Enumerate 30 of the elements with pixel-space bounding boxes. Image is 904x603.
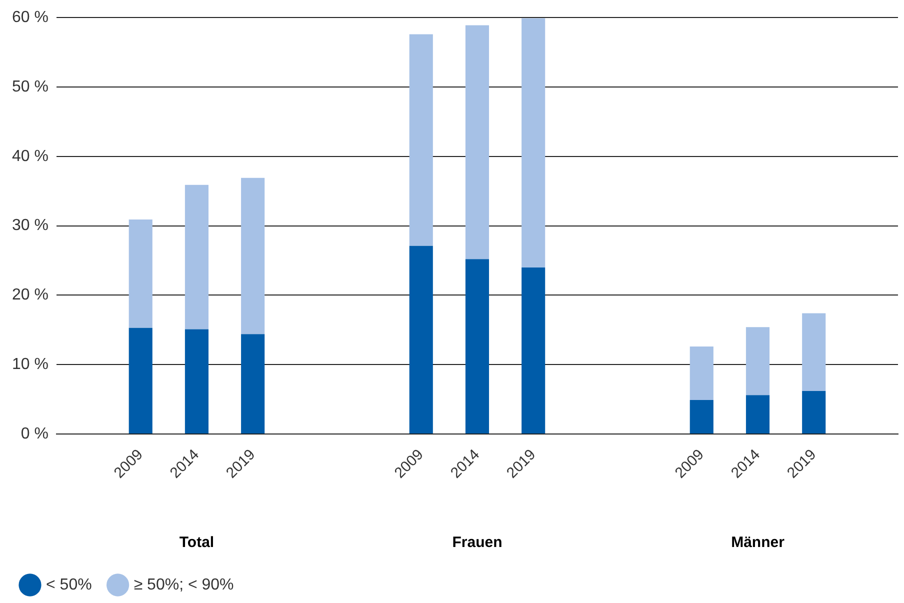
- y-tick-label: 50 %: [12, 78, 48, 96]
- bar: [522, 18, 546, 268]
- y-tick-label: 60 %: [12, 9, 48, 26]
- y-tick-label: 0 %: [20, 425, 48, 442]
- legend-label: < 50%: [46, 576, 92, 594]
- bar: [465, 259, 490, 434]
- bar: [746, 327, 770, 396]
- bar: [690, 400, 714, 434]
- bar: [522, 267, 546, 434]
- text: Männer: [731, 534, 785, 552]
- bar: [184, 184, 209, 330]
- bar: [746, 395, 770, 434]
- legend-label: ≥ 50%; < 90%: [134, 576, 234, 594]
- y-tick-label: 20 %: [12, 286, 48, 304]
- text: Frauen: [452, 534, 502, 552]
- bar: [465, 25, 490, 260]
- bar: [409, 246, 433, 434]
- bar: [802, 390, 826, 434]
- y-tick-label: 40 %: [12, 148, 48, 165]
- bar: [241, 178, 265, 334]
- y-tick-label: 30 %: [12, 217, 48, 234]
- bar: [802, 313, 826, 391]
- bar: [128, 328, 152, 434]
- bar: [409, 34, 433, 246]
- bar: [184, 329, 209, 434]
- text: Total: [179, 534, 214, 552]
- bar: [241, 334, 265, 434]
- bar: [128, 220, 152, 328]
- y-tick-label: 10 %: [12, 356, 48, 374]
- bar: [690, 346, 714, 400]
